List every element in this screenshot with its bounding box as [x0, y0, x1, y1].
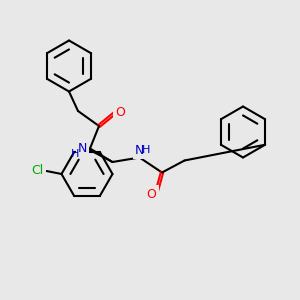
Text: N: N [135, 143, 144, 157]
Text: H: H [71, 149, 79, 159]
Text: Cl: Cl [32, 164, 44, 178]
Text: N: N [78, 142, 87, 155]
Text: O: O [115, 106, 125, 119]
Text: O: O [147, 188, 156, 201]
Text: H: H [142, 145, 150, 155]
